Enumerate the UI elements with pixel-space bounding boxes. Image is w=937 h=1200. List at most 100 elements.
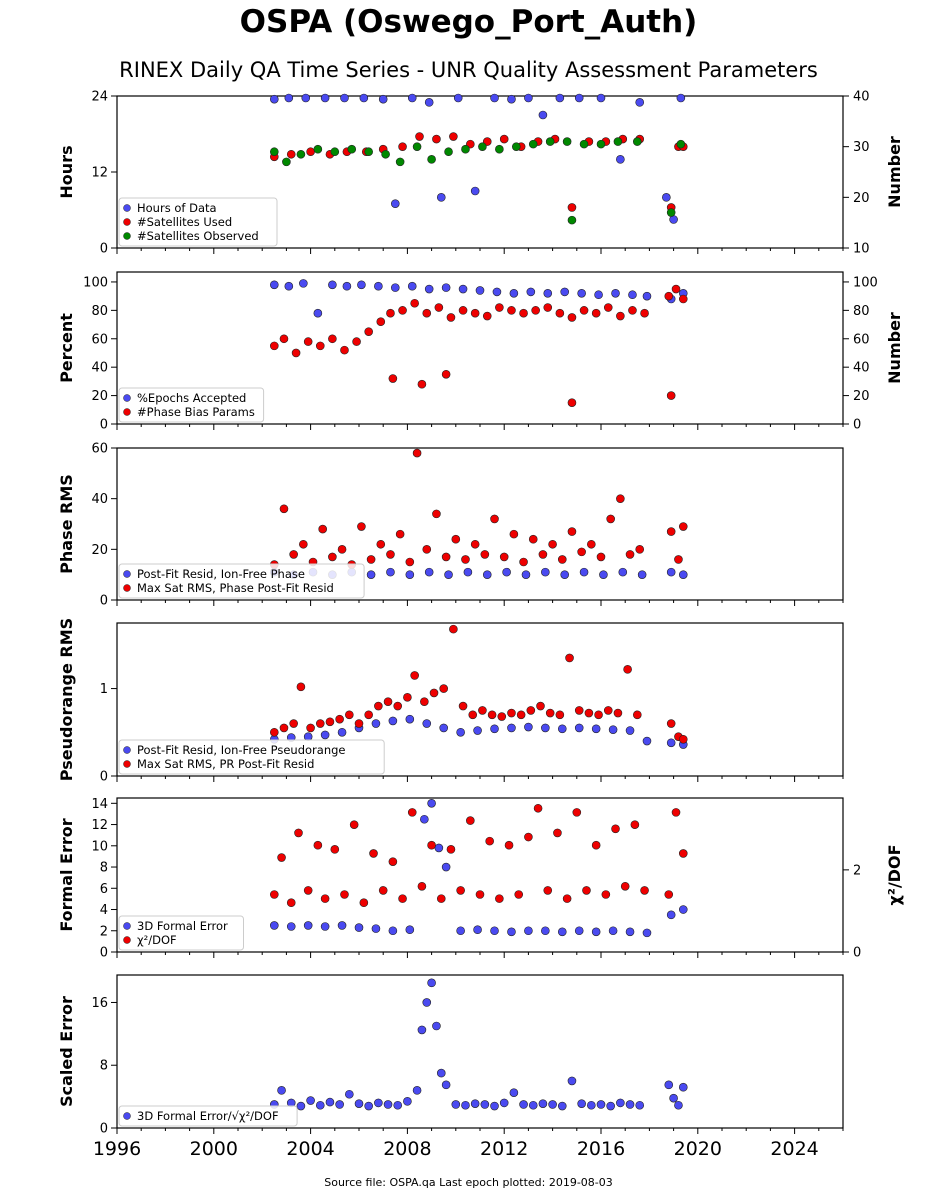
data-point [417, 881, 427, 891]
data-point [453, 93, 463, 103]
data-point [335, 714, 344, 724]
data-point [557, 927, 567, 937]
data-point [398, 142, 407, 151]
data-point [562, 894, 572, 903]
x-tick-label: 2020 [674, 1138, 722, 1160]
y2-axis-label: Number [885, 312, 904, 384]
data-point [507, 927, 516, 937]
data-point [584, 708, 594, 718]
data-point [352, 337, 361, 346]
data-point [678, 1082, 688, 1092]
data-point [441, 1080, 451, 1090]
series-1 [269, 93, 686, 224]
data-point [427, 978, 436, 988]
legend: Hours of Data#Satellites Used#Satellites… [118, 197, 278, 247]
y-axis-label: Pseudorange RMS [57, 618, 76, 781]
data-point [482, 570, 492, 579]
data-point [284, 93, 294, 103]
data-point [475, 890, 485, 899]
data-point [410, 671, 419, 680]
data-point [325, 717, 335, 727]
data-point [579, 567, 589, 577]
data-point [495, 303, 504, 312]
data-point [632, 137, 642, 146]
legend-marker [123, 394, 131, 402]
data-point [374, 1098, 383, 1108]
data-point [313, 840, 323, 850]
data-point [497, 712, 507, 721]
data-point [429, 688, 439, 698]
y-axis-label: Percent [57, 313, 76, 383]
y-tick-label: 6 [100, 882, 108, 897]
data-point [507, 306, 516, 315]
data-point [611, 289, 620, 298]
y-axis-label: Hours [57, 145, 76, 198]
data-point [635, 98, 645, 107]
data-point [412, 448, 422, 458]
data-point [676, 93, 686, 103]
data-point [364, 1101, 373, 1111]
data-point [376, 317, 386, 327]
data-point [364, 327, 373, 336]
data-point [381, 149, 390, 159]
legend-marker [123, 584, 131, 592]
data-point [390, 199, 400, 208]
legend-marker [123, 936, 131, 944]
data-point [574, 93, 584, 103]
data-point [608, 725, 618, 734]
data-point [296, 682, 306, 692]
data-point [342, 281, 352, 291]
data-point [601, 890, 611, 899]
legend-box [118, 1105, 298, 1127]
data-point [669, 1093, 678, 1103]
data-point [376, 539, 386, 549]
data-point [526, 287, 536, 297]
data-point [678, 294, 688, 304]
y2-tick-label: 0 [853, 418, 861, 433]
data-point [666, 910, 676, 920]
legend-box [118, 197, 278, 247]
data-point [470, 186, 480, 196]
data-point [451, 1100, 461, 1109]
legend-label: 3D Formal Error [137, 919, 228, 933]
data-point [422, 719, 432, 728]
legend-label: χ²/DOF [137, 933, 177, 947]
data-point [403, 693, 412, 702]
data-point [378, 886, 388, 895]
data-point [509, 289, 519, 298]
data-point [640, 308, 649, 318]
data-point [548, 539, 557, 549]
y2-tick-label: 100 [853, 275, 878, 290]
y2-axis-label: Number [885, 136, 904, 208]
data-point [337, 545, 347, 554]
data-point [461, 555, 470, 564]
data-point [543, 289, 553, 298]
data-point [398, 306, 407, 315]
legend-marker [123, 760, 131, 768]
data-point [412, 1086, 422, 1095]
data-point [407, 808, 417, 817]
data-point [282, 157, 291, 167]
data-point [616, 311, 625, 321]
data-point [446, 845, 456, 854]
data-point [591, 724, 601, 734]
data-point [591, 308, 601, 318]
data-point [294, 828, 303, 838]
data-point [567, 527, 577, 536]
data-point [473, 726, 482, 735]
data-point [286, 898, 296, 908]
data-point [449, 132, 458, 141]
x-tick-label: 2012 [480, 1138, 528, 1160]
data-point [480, 550, 490, 559]
data-point [364, 147, 373, 157]
legend-marker [123, 1112, 131, 1120]
data-point [318, 524, 328, 534]
data-point [560, 287, 570, 297]
data-point [557, 555, 567, 564]
data-point [470, 308, 480, 318]
data-point [541, 567, 550, 577]
data-point [475, 286, 485, 295]
x-tick-label: 1996 [93, 1138, 141, 1160]
